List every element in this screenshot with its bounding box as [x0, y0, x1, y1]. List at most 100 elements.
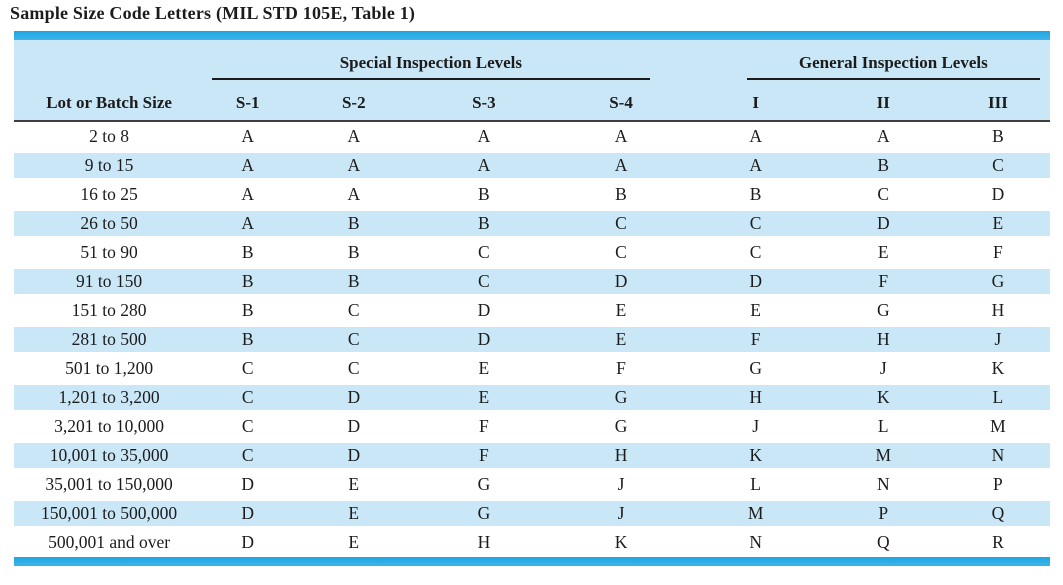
- code-letter-cell: E: [945, 209, 1050, 238]
- table-row: 150,001 to 500,000 D E G J M P Q: [14, 499, 1050, 528]
- code-letter-cell: C: [690, 209, 821, 238]
- group-header-special-label: Special Inspection Levels: [212, 53, 650, 80]
- code-letter-cell: F: [690, 325, 821, 354]
- code-letter-cell: A: [347, 183, 361, 204]
- bottom-accent-bar: [14, 557, 1050, 566]
- code-letter-cell: E: [348, 531, 360, 552]
- table-row: 16 to 25 A A B B B C D: [14, 180, 1050, 209]
- code-letter-cell: D: [241, 473, 254, 494]
- table-row: 91 to 150 B B C D D F G: [14, 267, 1050, 296]
- code-letter-cell: E: [416, 383, 552, 412]
- code-letter-cell: B: [749, 183, 762, 204]
- code-letter-cell: N: [945, 441, 1050, 470]
- group-header-row: Special Inspection Levels General Inspec…: [14, 40, 1050, 80]
- code-letter-cell: B: [204, 267, 292, 296]
- code-letter-cell: C: [291, 325, 417, 354]
- lot-size-cell: 91 to 150: [14, 267, 205, 296]
- code-letter-cell: K: [614, 531, 628, 552]
- code-letter-cell: H: [551, 441, 691, 470]
- code-letter-cell: J: [551, 499, 691, 528]
- code-letter-cell: B: [204, 325, 292, 354]
- code-letter-cell: A: [876, 125, 890, 146]
- table-row: 151 to 280 B C D E E G H: [14, 296, 1050, 325]
- code-letter-cell: B: [416, 209, 552, 238]
- code-letter-cell: G: [551, 383, 691, 412]
- code-letter-cell: M: [990, 415, 1006, 436]
- lot-size-cell: 16 to 25: [80, 183, 138, 204]
- code-letter-cell: C: [347, 299, 360, 320]
- code-letter-cell: J: [617, 473, 625, 494]
- code-letter-cell: E: [615, 299, 627, 320]
- lot-size-cell: 10,001 to 35,000: [14, 441, 205, 470]
- code-letter-cell: H: [690, 383, 821, 412]
- group-header-spacer: [14, 40, 205, 80]
- code-letter-cell: A: [241, 125, 254, 146]
- code-letter-cell: A: [204, 151, 292, 180]
- column-header-s2: S-2: [291, 80, 417, 122]
- code-letter-cell: P: [993, 473, 1003, 494]
- group-header-special: Special Inspection Levels: [204, 40, 691, 80]
- lot-size-cell: 500,001 and over: [48, 531, 171, 552]
- code-letter-cell: M: [820, 441, 946, 470]
- lot-size-cell: 51 to 90: [80, 241, 138, 262]
- code-letter-cell: B: [291, 267, 417, 296]
- column-header-g2: II: [820, 80, 946, 122]
- code-letter-cell: P: [820, 499, 946, 528]
- code-letter-cell: E: [877, 241, 889, 262]
- code-letter-cell: E: [478, 357, 490, 378]
- code-letter-cell: Q: [945, 499, 1050, 528]
- table-row: 1,201 to 3,200 C D E G H K L: [14, 383, 1050, 412]
- code-letter-cell: A: [204, 209, 292, 238]
- code-letter-cell: E: [348, 473, 360, 494]
- code-letter-cell: D: [690, 267, 821, 296]
- code-letter-cell: B: [992, 125, 1004, 146]
- code-letter-cell: B: [347, 241, 360, 262]
- group-header-general-label: General Inspection Levels: [746, 53, 1040, 80]
- code-letter-cell: H: [820, 325, 946, 354]
- code-letter-cell: G: [945, 267, 1050, 296]
- table-row: 281 to 500 B C D E F H J: [14, 325, 1050, 354]
- code-letter-cell: C: [241, 357, 254, 378]
- code-letter-cell: E: [750, 299, 761, 320]
- code-letter-cell: G: [416, 499, 552, 528]
- code-letter-cell: F: [616, 357, 626, 378]
- column-header-row: Lot or Batch Size S-1 S-2 S-3 S-4 I II I…: [14, 80, 1050, 122]
- code-letter-cell: J: [945, 325, 1050, 354]
- code-letter-cell: A: [614, 125, 628, 146]
- table-row: 2 to 8 A A A A A A B: [14, 122, 1050, 151]
- table-row: 500,001 and over D E H K N Q R: [14, 528, 1050, 557]
- table-row: 35,001 to 150,000 D E G J L N P: [14, 470, 1050, 499]
- lot-size-cell: 9 to 15: [14, 151, 205, 180]
- code-letter-cell: K: [820, 383, 946, 412]
- column-header-s1: S-1: [204, 80, 292, 122]
- code-letter-cell: J: [879, 357, 887, 378]
- group-header-general: General Inspection Levels: [690, 40, 1050, 80]
- code-letter-cell: N: [749, 531, 762, 552]
- table-row: 9 to 15 A A A A A B C: [14, 151, 1050, 180]
- lot-size-cell: 2 to 8: [89, 125, 130, 146]
- code-letter-cell: A: [477, 125, 491, 146]
- code-letter-cell: L: [750, 473, 761, 494]
- table-row: 51 to 90 B B C C C E F: [14, 238, 1050, 267]
- lot-size-cell: 35,001 to 150,000: [45, 473, 173, 494]
- table-row: 26 to 50 A B B C C D E: [14, 209, 1050, 238]
- code-letter-cell: N: [876, 473, 890, 494]
- code-letter-cell: A: [749, 125, 762, 146]
- page-title: Sample Size Code Letters (MIL STD 105E, …: [10, 3, 416, 23]
- code-letter-cell: G: [749, 357, 762, 378]
- lot-size-cell: 26 to 50: [14, 209, 205, 238]
- code-letter-cell: B: [241, 241, 254, 262]
- code-letter-cell: A: [690, 151, 821, 180]
- code-letter-cell: D: [204, 499, 292, 528]
- code-letter-cell: C: [416, 267, 552, 296]
- lot-size-cell: 281 to 500: [14, 325, 205, 354]
- code-letter-cell: E: [291, 499, 417, 528]
- column-header-g1: I: [690, 80, 821, 122]
- code-letter-cell: E: [551, 325, 691, 354]
- lot-size-cell: 150,001 to 500,000: [14, 499, 205, 528]
- code-letter-cell: D: [477, 299, 491, 320]
- column-header-lot-size: Lot or Batch Size: [14, 80, 205, 122]
- code-letter-cell: B: [478, 183, 490, 204]
- code-letter-cell: G: [614, 415, 628, 436]
